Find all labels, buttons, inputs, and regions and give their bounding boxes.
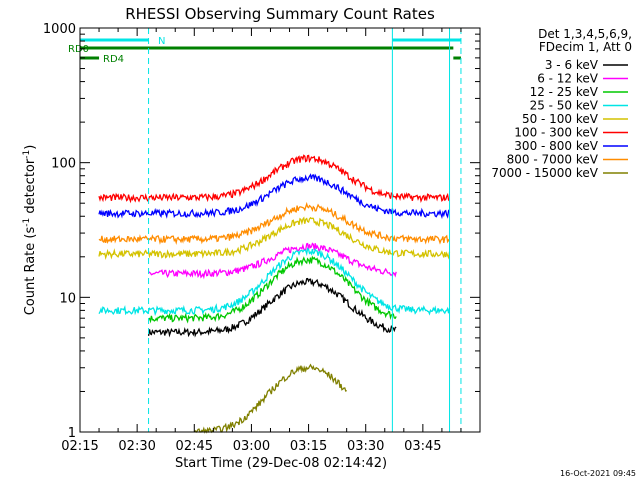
x-tick-label-5: 03:30 [347,439,384,454]
x-tick-label-4: 03:15 [290,439,327,454]
series-line-7 [98,201,451,245]
y-tick-label-0: 1 [68,426,76,441]
legend-label-3: 25 - 50 keV [530,99,599,113]
y-axis-ticks: 1 10 100 1000 [43,22,480,441]
series-line-0 [147,277,397,338]
flag-label-rd4: RD4 [103,54,124,65]
series-line-6 [98,173,451,220]
y-axis-label-sup2: -1 [22,150,32,159]
y-tick-label-1: 10 [59,291,76,306]
y-axis-label-mid: detector [23,158,38,218]
series-line-8 [193,363,347,434]
series-line-2 [148,255,397,324]
series-line-3 [98,247,451,317]
legend-label-0: 3 - 6 keV [545,58,599,72]
timestamp: 16-Oct-2021 09:45 [560,469,636,478]
y-axis-label: Count Rate (s-1 detector-1) [22,145,38,316]
series-line-4 [98,216,451,260]
plot-area [98,154,451,434]
legend-label-6: 300 - 800 keV [514,139,598,153]
legend-label-7: 800 - 7000 keV [507,153,599,167]
legend-label-1: 6 - 12 keV [537,72,599,86]
status-flags: N RD0 RD4 [68,28,462,432]
legend-header-line-1: Det 1,3,4,5,6,9, [538,27,632,41]
x-tick-label-6: 03:45 [404,439,441,454]
x-tick-label-0: 02:15 [61,439,98,454]
legend-label-8: 7000 - 15000 keV [491,166,598,180]
x-axis-label: Start Time (29-Dec-08 02:14:42) [175,456,387,471]
x-tick-label-3: 03:00 [233,439,270,454]
flag-label-rd0: RD0 [68,44,89,55]
legend-label-2: 12 - 25 keV [530,85,599,99]
y-axis-label-end: ) [23,145,38,150]
axes-frame [79,27,481,433]
legend-header-line-2: FDecim 1, Att 0 [539,40,632,54]
flag-label-n: N [158,36,165,47]
y-axis-label-main: Count Rate (s [23,227,38,316]
chart-title: RHESSI Observing Summary Count Rates [125,5,435,23]
series-line-5 [98,154,450,204]
y-tick-label-2: 100 [51,157,76,172]
plot-frame [79,27,481,433]
series-line-1 [148,242,397,280]
y-axis-label-sup: -1 [22,218,32,227]
x-tick-label-1: 02:30 [118,439,155,454]
y-tick-label-3: 1000 [43,22,76,37]
x-axis-ticks: 02:15 02:30 02:45 03:00 03:15 03:30 03:45 [61,28,462,454]
x-tick-label-2: 02:45 [176,439,213,454]
legend: Det 1,3,4,5,6,9, FDecim 1, Att 0 3 - 6 k… [491,27,632,180]
legend-label-4: 50 - 100 keV [522,112,599,126]
legend-label-5: 100 - 300 keV [514,126,598,140]
